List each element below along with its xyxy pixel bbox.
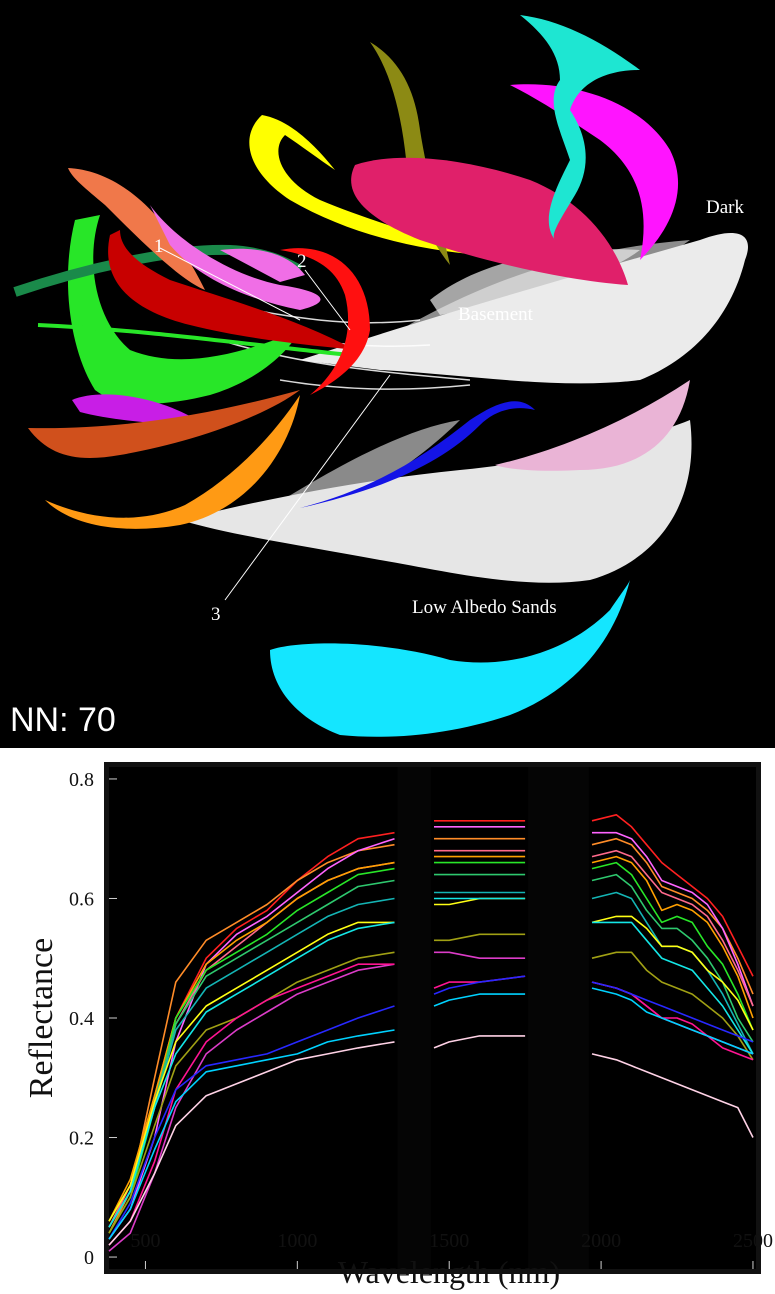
- neighbors-label: NN: 70: [10, 701, 116, 739]
- cluster-label-1: 1: [154, 236, 164, 257]
- cluster-bright-red: [280, 248, 370, 395]
- cluster-yellow: [249, 115, 480, 255]
- cluster-light-pink: [495, 380, 690, 471]
- x-tick-label: 1500: [429, 1230, 469, 1252]
- cluster-blue: [300, 401, 535, 508]
- cluster-orange: [45, 395, 300, 529]
- spectra-chart: 500 1000 1500 2000 2500 0 0.2 0.4 0.6 0.8 Reflect…: [23, 762, 773, 1290]
- embedding-plot: [13, 15, 748, 737]
- y-tick-label: 0.8: [69, 769, 94, 791]
- embedding-panel: Dark Basement Low Albedo Sands 1 2 3 NN:…: [0, 0, 775, 748]
- cluster-pink: [150, 205, 321, 310]
- spectrum-line-10: [108, 897, 754, 1228]
- cluster-label-2: 2: [297, 251, 307, 272]
- cluster-turquoise: [520, 15, 640, 240]
- x-tick-label: 2500: [733, 1230, 773, 1252]
- cluster-label-low-albedo-sands: Low Albedo Sands: [412, 597, 557, 618]
- plot-area: [109, 767, 756, 1269]
- y-tick-label: 0.6: [69, 888, 94, 910]
- x-tick-label: 500: [130, 1230, 160, 1252]
- spectrum-line-15: [108, 987, 754, 1240]
- spectra-panel: 500 1000 1500 2000 2500 0 0.2 0.4 0.6 0.8 Reflect…: [0, 748, 775, 1294]
- y-axis-title: Reflectance: [23, 938, 60, 1098]
- cluster-violet: [72, 394, 205, 425]
- spectrum-line-14: [108, 975, 754, 1240]
- y-tick-label: 0.4: [69, 1008, 94, 1030]
- cluster-salmon: [68, 168, 205, 290]
- y-tick-label: 0.2: [69, 1128, 94, 1150]
- leader-lines: [159, 247, 391, 601]
- x-tick-label: 1000: [277, 1230, 317, 1252]
- x-axis-title: Wavelength (nm): [338, 1254, 560, 1290]
- cluster-crimson: [351, 157, 628, 285]
- cluster-label-basement: Basement: [458, 304, 533, 325]
- cluster-burnt-orange: [28, 390, 300, 458]
- cluster-label-3: 3: [211, 604, 221, 625]
- cluster-green: [67, 215, 300, 404]
- cluster-green-arc: [37, 323, 351, 357]
- cluster-cyan: [270, 580, 630, 737]
- spectrum-line-16: [108, 1035, 754, 1246]
- masked-band-2: [528, 767, 589, 1269]
- y-tick-label: 0: [84, 1247, 94, 1269]
- spectrum-line-5: [108, 855, 754, 1222]
- masked-band-1: [397, 767, 431, 1269]
- cluster-label-dark: Dark: [706, 197, 744, 218]
- cluster-red: [108, 230, 355, 350]
- x-tick-label: 2000: [581, 1230, 621, 1252]
- cluster-magenta: [510, 84, 679, 260]
